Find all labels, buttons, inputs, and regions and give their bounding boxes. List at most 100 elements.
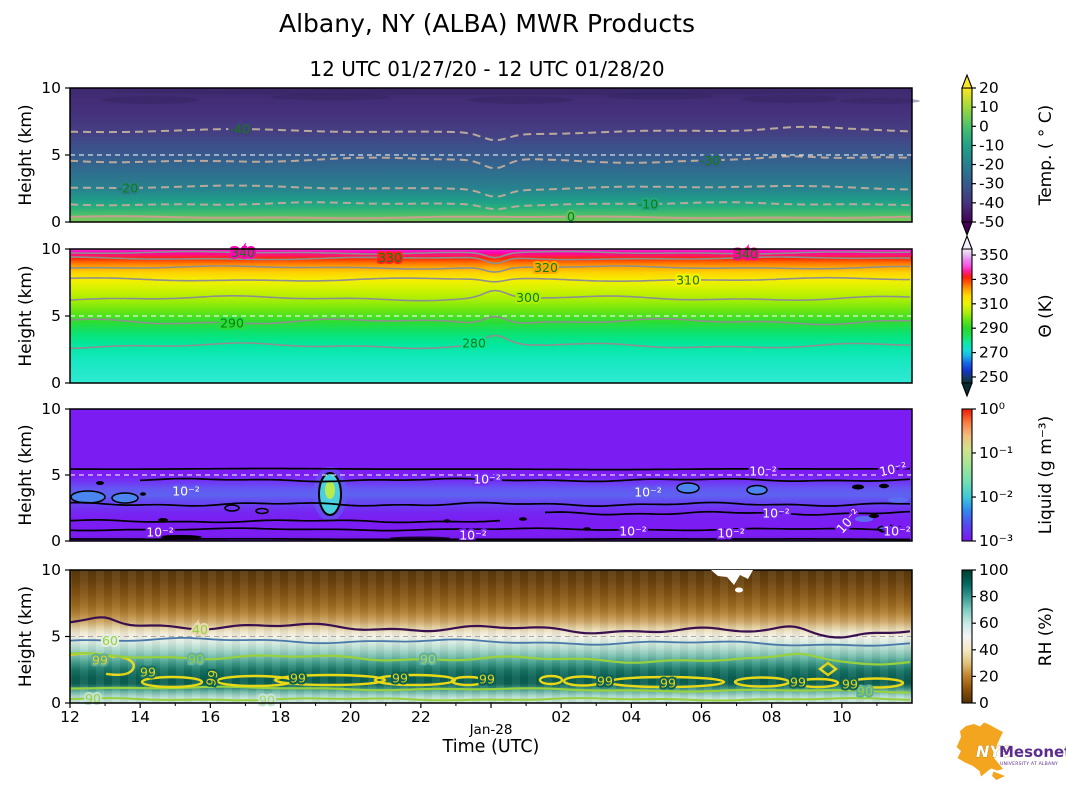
overlay-ellipse bbox=[519, 517, 527, 521]
x-tick-label: Jan-28 bbox=[469, 722, 513, 738]
contour-label: -40 bbox=[230, 122, 250, 137]
contour-liquid-10⁻² bbox=[70, 467, 910, 471]
overlay-ellipse bbox=[742, 95, 838, 103]
colorbar-tick-label: -10 bbox=[979, 136, 1004, 154]
y-tick-label: 10 bbox=[41, 400, 61, 418]
panel-field-temperature bbox=[70, 88, 912, 222]
overlay-ellipse bbox=[102, 96, 198, 104]
closed-contour-99 bbox=[140, 675, 204, 689]
overlay-shape bbox=[711, 570, 753, 585]
contour-label: 10⁻² bbox=[749, 464, 777, 479]
panel-liquid: 10⁻² 10⁻² 10⁻² 10⁻² 10⁻² 10⁻² 10⁻² 10⁻² 10⁻² 10⁻²… bbox=[16, 400, 913, 550]
colorbar-tick-label: 0 bbox=[979, 117, 989, 135]
x-tick-label: 08 bbox=[762, 708, 782, 726]
contour-label: 60 bbox=[102, 633, 118, 648]
contour-label: 10⁻² bbox=[883, 524, 911, 539]
x-tick-label: 10 bbox=[832, 708, 852, 726]
colorbar-tick-label: 10⁰ bbox=[979, 400, 1005, 418]
contour-label: 99 bbox=[140, 665, 156, 680]
x-tick-label: 18 bbox=[271, 708, 291, 726]
colorbar-tick-label: 250 bbox=[979, 368, 1009, 386]
colorbar-tick-label: -30 bbox=[979, 175, 1004, 193]
colorbar-arrow-bottom bbox=[961, 221, 973, 237]
contour-liquid-10⁻² bbox=[544, 510, 911, 516]
contour-theta-330 bbox=[70, 256, 911, 265]
contour-rh-90 bbox=[70, 685, 911, 694]
colorbar-bar bbox=[961, 569, 973, 704]
y-tick-label: 10 bbox=[41, 561, 61, 579]
contour-temperature--10 bbox=[69, 201, 911, 211]
contour-rh-40 bbox=[69, 616, 911, 639]
overlay-ellipse bbox=[224, 504, 240, 512]
colorbar-tick-label: 270 bbox=[979, 344, 1009, 362]
contour-label: 10⁻² bbox=[717, 526, 745, 541]
colorbar-tick-label: 0 bbox=[979, 694, 989, 712]
x-tick-label: 06 bbox=[692, 708, 712, 726]
contour-label: 90 bbox=[259, 692, 275, 707]
contour-label: 300 bbox=[516, 290, 540, 305]
contour-label: 90 bbox=[420, 652, 436, 667]
overlay-ellipse bbox=[735, 587, 743, 593]
contour-label: 330 bbox=[378, 250, 402, 265]
closed-contour-99 bbox=[562, 675, 604, 687]
contour-label: 10⁻² bbox=[473, 472, 501, 487]
contour-label: 40 bbox=[192, 622, 208, 637]
y-axis-label: Height (km) bbox=[16, 424, 36, 525]
overlay-ellipse bbox=[158, 535, 202, 539]
contour-label: 290 bbox=[220, 315, 244, 330]
overlay-ellipse bbox=[605, 92, 715, 100]
panel-field-liquid bbox=[70, 409, 912, 541]
colorbar-bar bbox=[961, 408, 973, 542]
x-tick-label: 04 bbox=[621, 708, 641, 726]
contour-label: 10⁻² bbox=[459, 528, 487, 543]
overlay-ellipse bbox=[840, 98, 920, 104]
contour-theta-280 bbox=[69, 334, 911, 350]
contour-label: 90 bbox=[857, 683, 873, 698]
overlay-ellipse bbox=[96, 481, 104, 485]
contour-label: 99 bbox=[479, 672, 495, 687]
logo-nys: NYS bbox=[976, 742, 1013, 761]
contour-temperature--20 bbox=[70, 184, 910, 198]
overlay-ellipse bbox=[855, 516, 873, 522]
y-tick-label: 5 bbox=[51, 146, 61, 164]
y-tick-label: 0 bbox=[51, 374, 61, 392]
figure-title: Albany, NY (ALBA) MWR Products bbox=[279, 9, 695, 38]
y-tick-label: 5 bbox=[51, 307, 61, 325]
contour-label: 99 bbox=[597, 674, 613, 689]
closed-contour-99 bbox=[538, 674, 564, 686]
contour-label: 10⁻² bbox=[634, 485, 662, 500]
overlay-ellipse bbox=[270, 93, 390, 101]
colorbar-label: Θ (K) bbox=[1036, 294, 1056, 337]
y-axis-label: Height (km) bbox=[16, 265, 36, 366]
colorbar-label: RH (%) bbox=[1036, 607, 1056, 666]
contour-theta-290 bbox=[69, 315, 911, 326]
contour-liquid-10⁻² bbox=[139, 477, 911, 483]
contour-label: 10⁻² bbox=[172, 484, 200, 499]
contour-label: -30 bbox=[700, 153, 720, 168]
contour-label: 10⁻² bbox=[619, 524, 647, 539]
x-tick-label: 14 bbox=[130, 708, 150, 726]
closed-contour-99 bbox=[273, 673, 387, 687]
colorbar-tick-label: -40 bbox=[979, 194, 1004, 212]
y-tick-label: 0 bbox=[51, 532, 61, 550]
contour-label: 280 bbox=[462, 336, 486, 351]
colorbar-liquid: 10⁰ 10⁻¹ 10⁻² 10⁻³ Liquid (g m⁻³) bbox=[961, 400, 1056, 550]
ny-state-icon bbox=[956, 722, 1005, 780]
texture-overlay bbox=[70, 570, 912, 703]
x-axis-label: Time (UTC) bbox=[442, 737, 540, 757]
colorbar-arrow-top bbox=[961, 234, 973, 250]
contour-label: -20 bbox=[118, 180, 138, 195]
contour-theta-340 bbox=[70, 250, 911, 259]
contour-theta-310 bbox=[69, 276, 910, 283]
x-tick-label: 20 bbox=[341, 708, 361, 726]
contour-label: 99 bbox=[392, 671, 408, 686]
colorbar-tick-label: -50 bbox=[979, 213, 1004, 231]
contour-label: 99 bbox=[842, 677, 858, 692]
overlay-ellipse bbox=[746, 484, 768, 496]
colorbar-arrow-top bbox=[961, 73, 973, 89]
y-tick-label: 0 bbox=[51, 213, 61, 231]
